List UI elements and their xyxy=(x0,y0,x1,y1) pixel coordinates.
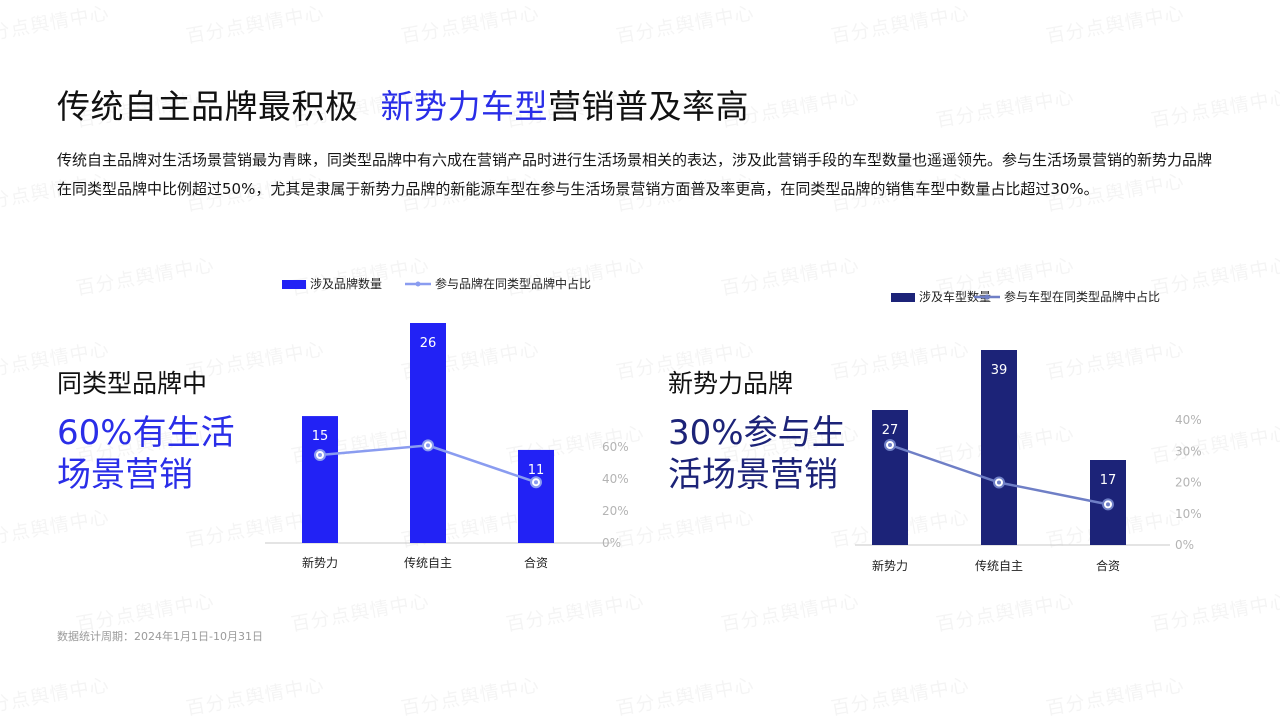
title-prefix: 传统自主品牌最积极 xyxy=(57,87,359,126)
chart2-category-label: 传统自主 xyxy=(975,558,1023,573)
chart1-category-label: 新势力 xyxy=(302,555,338,570)
chart2-y-right-tick-label: 30% xyxy=(1175,444,1202,458)
title-suffix: 营销普及率高 xyxy=(547,87,749,126)
chart1-legend-bar-label: 涉及品牌数量 xyxy=(310,276,382,291)
chart2-y-right-tick-label: 0% xyxy=(1175,538,1194,552)
chart1-category-label: 合资 xyxy=(524,555,548,570)
chart1-bar xyxy=(410,323,446,543)
chart1-y-right-tick-label: 0% xyxy=(602,536,621,550)
chart2-legend-bar-swatch xyxy=(891,293,915,302)
description: 传统自主品牌对生活场景营销最为青睐，同类型品牌中有六成在营销产品时进行生活场景相… xyxy=(57,151,1213,198)
page-title: 传统自主品牌最积极 新势力车型营销普及率高 xyxy=(57,80,749,128)
left-headline-line2: 场景营销 xyxy=(57,455,193,495)
chart1-bar xyxy=(518,449,554,543)
left-summary: 同类型品牌中 60%有生活 场景营销 xyxy=(57,364,235,496)
chart1-bar-value-label: 11 xyxy=(528,463,545,478)
chart1-percent-point-dot xyxy=(534,480,538,485)
chart2-category-label: 新势力 xyxy=(872,558,908,573)
chart1-bar xyxy=(302,416,338,543)
title-highlight: 新势力车型 xyxy=(380,87,548,126)
chart1-legend-line-dot xyxy=(415,281,421,287)
chart1-percent-point-dot xyxy=(426,443,430,448)
chart2-percent-point-dot xyxy=(997,480,1001,485)
chart2-percent-point-dot xyxy=(1106,502,1110,507)
left-headline-line1: 60%有生活 xyxy=(57,413,235,453)
chart1-bar-value-label: 15 xyxy=(312,429,329,444)
chart2-bar-value-label: 39 xyxy=(991,363,1008,378)
chart1-percent-point-dot xyxy=(318,453,322,457)
chart2-category-label: 合资 xyxy=(1096,558,1120,573)
chart2-y-right-tick-label: 20% xyxy=(1175,476,1202,490)
chart1-legend-line-label: 参与品牌在同类型品牌中占比 xyxy=(435,276,591,291)
right-headline-line1: 30%参与生 xyxy=(668,413,846,453)
chart1-bar-value-label: 26 xyxy=(420,336,437,351)
chart2-percent-point-dot xyxy=(888,443,892,447)
footnote: 数据统计周期：2024年1月1日-10月31日 xyxy=(57,630,263,643)
chart2-y-right-tick-label: 40% xyxy=(1175,413,1202,427)
left-subtitle: 同类型品牌中 xyxy=(57,369,208,398)
chart2-y-right-tick-label: 10% xyxy=(1175,507,1202,521)
chart2-bar xyxy=(981,350,1017,545)
chart1-legend-bar-swatch xyxy=(282,280,306,289)
chart2-legend-line-dot xyxy=(984,294,990,300)
chart2-bar-value-label: 27 xyxy=(882,423,899,438)
chart1-category-label: 传统自主 xyxy=(404,555,452,570)
chart1-y-right-tick-label: 20% xyxy=(602,504,629,518)
right-headline-line2: 活场景营销 xyxy=(668,455,838,495)
chart2-legend-bar-label: 涉及车型数量 xyxy=(919,289,991,304)
chart1-y-right-tick-label: 60% xyxy=(602,440,629,454)
chart2-bar xyxy=(872,410,908,545)
chart1-y-right-tick-label: 40% xyxy=(602,472,629,486)
right-subtitle: 新势力品牌 xyxy=(668,369,794,398)
right-summary: 新势力品牌 30%参与生 活场景营销 xyxy=(668,364,846,496)
chart2-bar-value-label: 17 xyxy=(1100,473,1117,488)
chart2-legend-line-label: 参与车型在同类型品牌中占比 xyxy=(1004,289,1160,304)
